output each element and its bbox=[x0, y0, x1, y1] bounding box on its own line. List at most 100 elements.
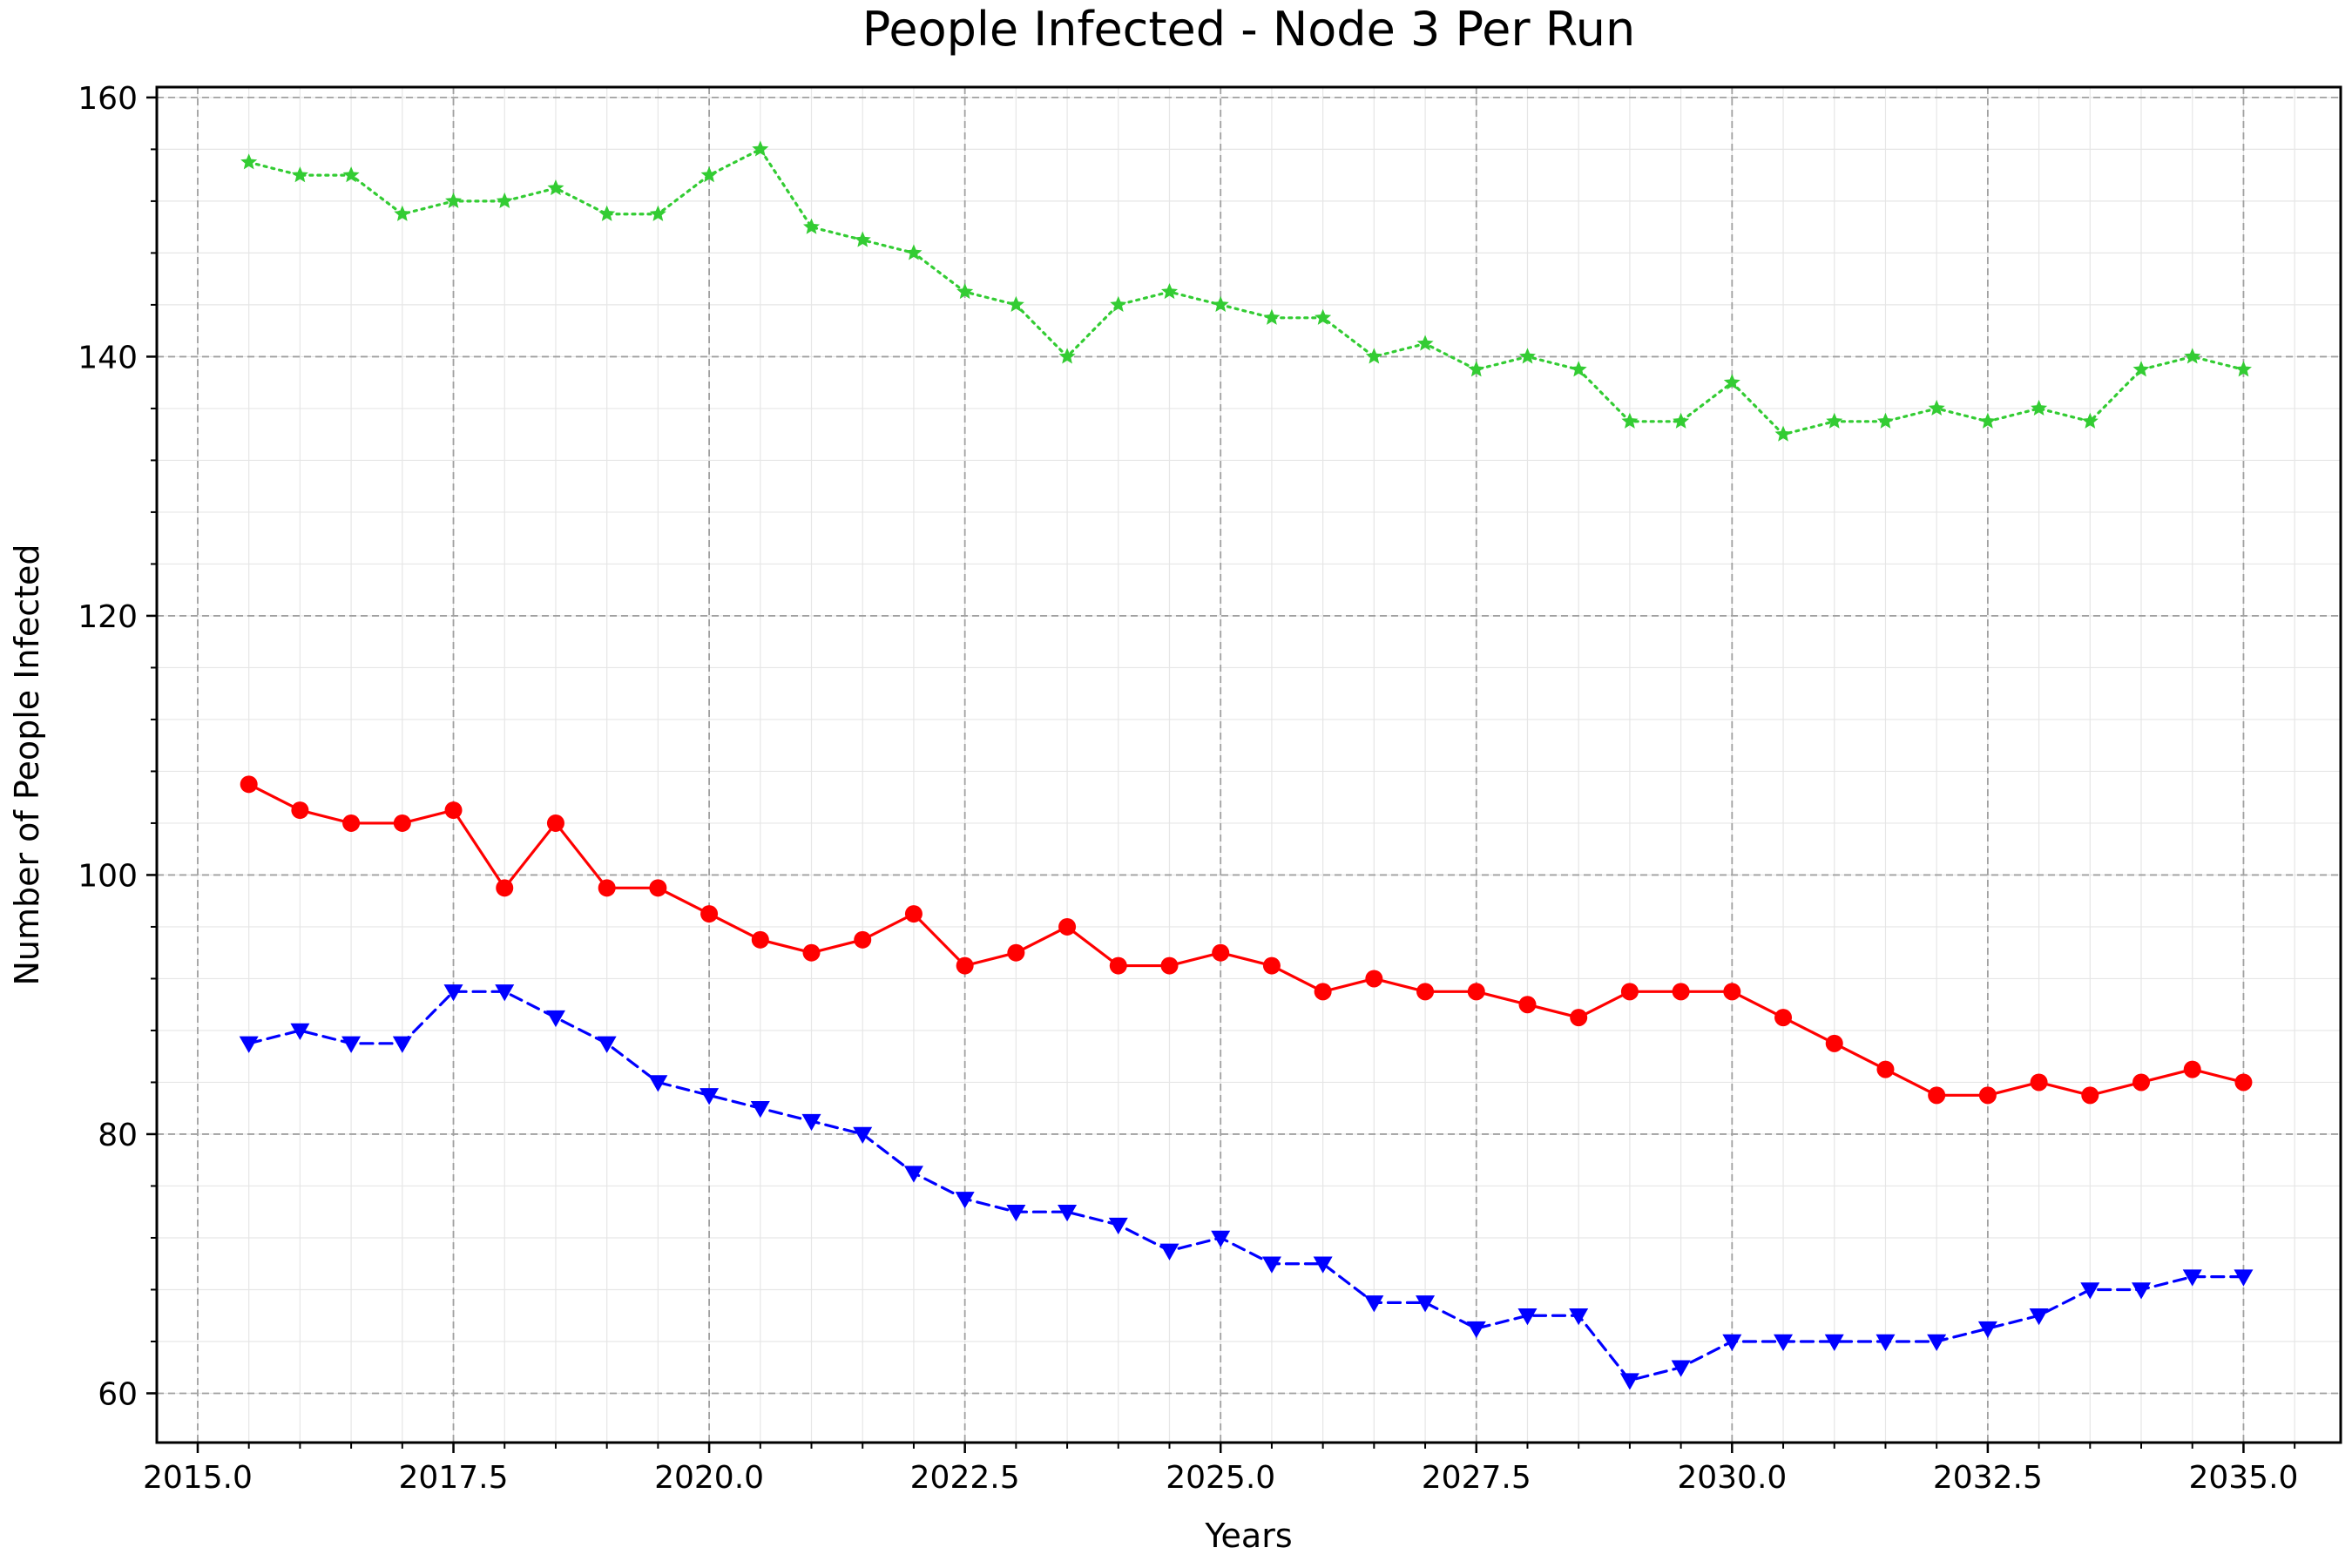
data-point bbox=[290, 1023, 310, 1040]
data-point bbox=[2081, 1086, 2099, 1105]
series-0 bbox=[240, 775, 2253, 1105]
data-point bbox=[1517, 1308, 1538, 1326]
data-point bbox=[1825, 1034, 1843, 1052]
data-point bbox=[1466, 1321, 1486, 1339]
data-point bbox=[1672, 983, 1690, 1001]
data-point bbox=[853, 1126, 873, 1144]
data-point bbox=[1723, 983, 1741, 1001]
data-point bbox=[240, 153, 258, 170]
data-point bbox=[752, 140, 769, 157]
minor-grid bbox=[157, 87, 2341, 1443]
data-point bbox=[546, 814, 564, 832]
data-point bbox=[598, 205, 616, 221]
data-point bbox=[1621, 412, 1639, 429]
data-point bbox=[597, 1036, 617, 1053]
major-grid bbox=[157, 87, 2341, 1443]
data-point bbox=[1570, 361, 1587, 377]
plot-frame bbox=[155, 85, 2342, 1444]
data-point bbox=[2234, 1269, 2254, 1287]
data-point bbox=[2080, 1282, 2100, 1300]
data-point bbox=[547, 179, 564, 196]
data-point bbox=[956, 956, 974, 975]
data-point bbox=[445, 192, 463, 208]
series-line-1 bbox=[247, 990, 2246, 1382]
data-point bbox=[1977, 1321, 1997, 1339]
series-layer bbox=[239, 140, 2254, 1390]
data-point bbox=[1160, 956, 1179, 975]
data-point bbox=[291, 801, 309, 820]
data-point bbox=[700, 1088, 720, 1105]
series-line-2 bbox=[247, 147, 2246, 436]
data-point bbox=[1876, 1060, 1895, 1078]
data-point bbox=[392, 1036, 412, 1053]
y-tick-label: 140 bbox=[78, 340, 138, 375]
data-point bbox=[1108, 1217, 1128, 1235]
data-point bbox=[443, 984, 463, 1002]
data-point bbox=[750, 1100, 770, 1119]
data-point bbox=[1416, 1295, 1436, 1313]
data-point bbox=[2184, 348, 2201, 364]
data-point bbox=[905, 244, 923, 260]
data-point bbox=[1262, 956, 1281, 975]
data-point bbox=[2132, 1073, 2151, 1092]
data-point bbox=[2182, 1269, 2202, 1287]
data-point bbox=[648, 1075, 668, 1092]
data-point bbox=[496, 192, 513, 208]
data-point bbox=[1978, 1086, 1997, 1105]
data-point bbox=[2081, 412, 2099, 429]
data-point bbox=[1928, 399, 1945, 416]
data-point bbox=[1979, 412, 1997, 429]
data-point bbox=[1673, 412, 1690, 429]
data-point bbox=[1468, 361, 1485, 377]
data-point bbox=[1928, 1086, 1946, 1105]
data-point bbox=[1467, 983, 1485, 1001]
data-point bbox=[1006, 1204, 1026, 1222]
data-point bbox=[1110, 295, 1127, 312]
data-point bbox=[1569, 1308, 1589, 1326]
data-point bbox=[1058, 1204, 1078, 1222]
data-point bbox=[1620, 983, 1639, 1001]
data-point bbox=[903, 1166, 923, 1183]
data-point bbox=[2132, 361, 2150, 377]
data-point bbox=[854, 231, 871, 247]
data-point bbox=[1722, 1334, 1742, 1351]
data-point bbox=[239, 1036, 259, 1053]
x-tick-label: 2025.0 bbox=[1166, 1460, 1275, 1496]
data-point bbox=[1671, 1360, 1691, 1377]
y-tick-label: 100 bbox=[78, 858, 138, 894]
data-point bbox=[1518, 996, 1537, 1014]
data-point bbox=[2031, 399, 2048, 416]
data-point bbox=[2234, 361, 2252, 377]
data-point bbox=[444, 801, 463, 820]
data-point bbox=[1619, 1373, 1639, 1390]
data-point bbox=[854, 930, 872, 949]
data-point bbox=[1570, 1009, 1588, 1027]
data-point bbox=[496, 879, 514, 897]
data-point bbox=[1824, 1334, 1844, 1351]
data-point bbox=[649, 879, 667, 897]
data-point bbox=[1927, 1334, 1947, 1351]
series-1 bbox=[239, 984, 2254, 1390]
data-point bbox=[802, 943, 821, 962]
data-point bbox=[2030, 1073, 2048, 1092]
data-point bbox=[1313, 1256, 1333, 1274]
x-tick-label: 2015.0 bbox=[143, 1460, 253, 1496]
x-tick-label: 2027.5 bbox=[1422, 1460, 1531, 1496]
data-point bbox=[1058, 917, 1077, 936]
data-point bbox=[1774, 1009, 1793, 1027]
data-point bbox=[598, 879, 616, 897]
data-point bbox=[1416, 983, 1435, 1001]
data-point bbox=[2183, 1060, 2201, 1078]
data-point bbox=[1314, 983, 1332, 1001]
y-axis-title: Number of People Infected bbox=[8, 544, 46, 985]
axis-ticks: 2015.0 2017.5 2020.0 2022.5 2025.0 2027.5 2030… bbox=[78, 81, 2298, 1496]
data-point bbox=[1774, 425, 1792, 442]
x-tick-label: 2035.0 bbox=[2188, 1460, 2298, 1496]
data-point bbox=[495, 984, 515, 1002]
data-point bbox=[1876, 1334, 1896, 1351]
data-point bbox=[1159, 1243, 1179, 1260]
series-line-0 bbox=[247, 782, 2246, 1097]
x-tick-label: 2022.5 bbox=[910, 1460, 1020, 1496]
